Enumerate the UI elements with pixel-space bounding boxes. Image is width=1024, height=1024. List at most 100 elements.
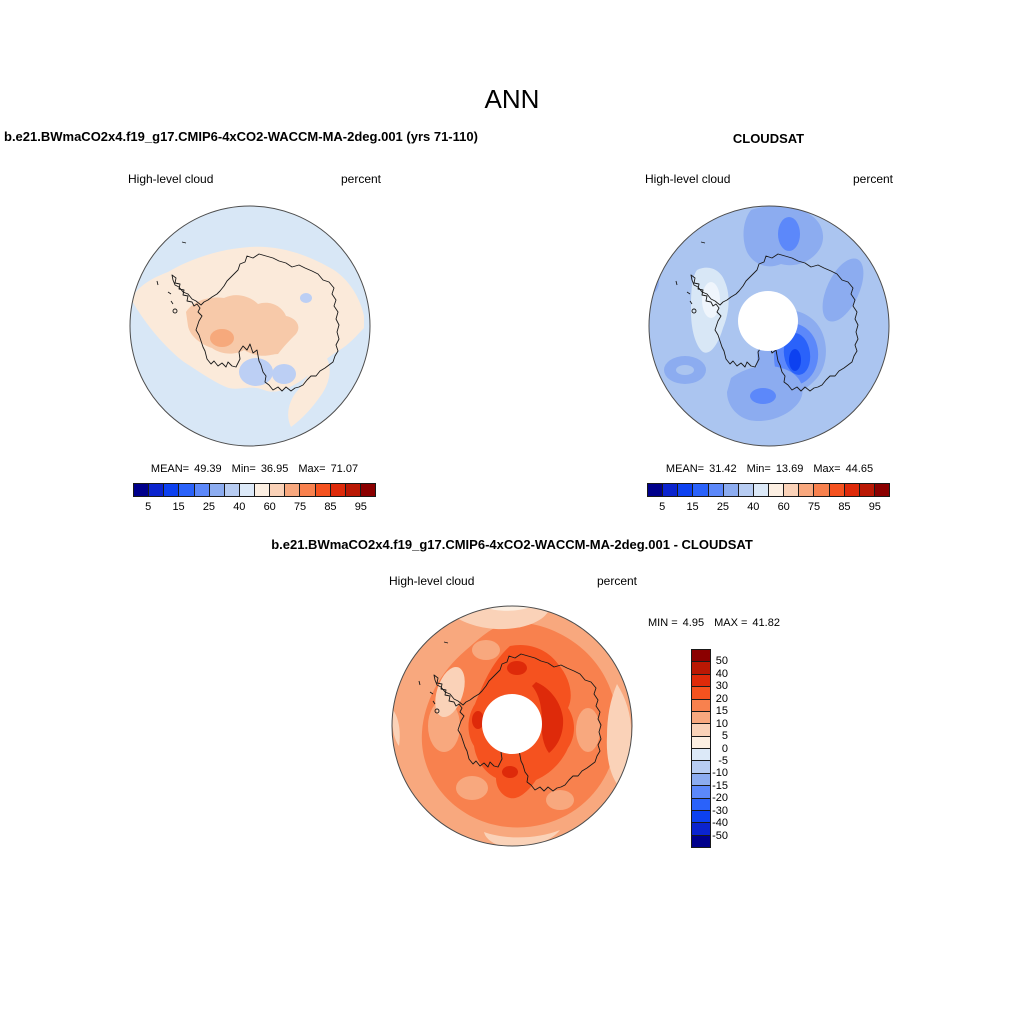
colorbar-boundary-label: 0 [721,742,728,755]
colorbar-cell [859,484,875,496]
diff-subtitle-row: High-level cloud percent [389,574,637,588]
colorbar-boundary-label: -30 [712,804,728,817]
colorbar-boundary-label: -20 [712,792,728,805]
diff-units-label: percent [596,574,637,588]
colorbar-cell [829,484,845,496]
diff-colorbar-labels: 50 40 30 20 15 10 5 0 -5 -10 -15 -20 -30 -40 -50 [691,649,728,848]
colorbar-cell [692,650,710,663]
obs-mean-label: MEAN= [665,463,705,475]
colorbar-boundary-label: 10 [715,717,728,730]
colorbar-cell [360,484,375,496]
obs-panel-title: CLOUDSAT [732,131,805,146]
colorbar-cell [315,484,331,496]
obs-map-border [648,205,890,447]
obs-mean-value: 31.42 [709,463,737,475]
colorbar-boundary-label: 50 [715,655,728,668]
colorbar-cell [134,484,150,496]
colorbar-cell [692,724,710,737]
colorbar-boundary-label: -50 [712,829,728,842]
diff-min-label: MIN = [648,617,678,629]
pole-data-gap [738,291,798,351]
colorbar-cell [648,484,664,496]
obs-stats: MEAN= 31.42 Min= 13.69 Max= 44.65 [643,463,896,475]
colorbar-tick-label: 25 [716,501,730,513]
colorbar-cell [330,484,346,496]
colorbar-cell [209,484,225,496]
diff-min-value: 4.95 [682,617,705,629]
colorbar-boundary-label: 20 [715,692,728,705]
colorbar-tick-label: 60 [777,501,790,513]
model-colorbar-ticks: 5 15 25 40 60 75 85 95 [133,501,376,514]
colorbar-boundary-label: 15 [715,705,728,718]
model-panel-title: b.e21.BWmaCO2x4.f19_g17.CMIP6-4xCO2-WACC… [4,129,478,144]
obs-contour-fills [649,206,864,422]
colorbar-tick-label: 85 [324,501,337,513]
model-max-label: Max= [298,463,326,475]
obs-max-label: Max= [813,463,841,475]
colorbar-tick-label: 15 [686,501,699,513]
colorbar-cell [678,484,694,496]
colorbar-cell [692,810,710,824]
colorbar-cell [194,484,210,496]
colorbar-cell [723,484,739,496]
colorbar-cell [224,484,240,496]
obs-max-value: 44.65 [845,463,874,475]
colorbar-cell [738,484,754,496]
colorbar-tick-label: 40 [747,501,760,513]
model-field-label: High-level cloud [128,172,214,186]
diff-stats: MIN = 4.95 MAX = 41.82 [648,617,780,629]
obs-min-label: Min= [746,463,771,475]
diff-colorbar [691,649,711,848]
colorbar-cell [692,662,710,675]
obs-subtitle-row: High-level cloud percent [645,172,893,186]
figure-title: ANN [484,84,540,114]
colorbar-cell [692,674,710,688]
antarctica-coastline [675,241,859,392]
colorbar-cell [814,484,830,496]
colorbar-cell [692,761,710,774]
colorbar-cell [753,484,769,496]
model-stats: MEAN= 49.39 Min= 36.95 Max= 71.07 [128,463,381,475]
model-colorbar [133,483,376,497]
antarctica-coastline [156,241,340,392]
obs-units-label: percent [852,172,893,186]
obs-map [648,205,890,447]
obs-min-value: 13.69 [775,463,804,475]
model-contour-fills [131,241,364,427]
model-max-value: 71.07 [330,463,359,475]
colorbar-tick-label: 95 [868,501,881,513]
colorbar-tick-label: 75 [293,501,307,513]
colorbar-tick-label: 25 [202,501,216,513]
diff-panel-title: b.e21.BWmaCO2x4.f19_g17.CMIP6-4xCO2-WACC… [271,537,753,552]
model-min-value: 36.95 [260,463,289,475]
colorbar-cell [692,736,710,749]
colorbar-cell [345,484,361,496]
colorbar-boundary-label: 5 [721,730,728,743]
colorbar-cell [693,484,709,496]
colorbar-cell [164,484,180,496]
diff-max-label: MAX = [714,617,748,629]
colorbar-boundary-label: -40 [712,817,728,830]
antarctica-coastline [418,641,602,792]
colorbar-cell [255,484,271,496]
colorbar-boundary-label: -5 [718,754,728,767]
model-min-label: Min= [231,463,256,475]
diff-field-label: High-level cloud [389,574,475,588]
colorbar-cell [270,484,286,496]
colorbar-cell [663,484,679,496]
model-map [129,205,371,447]
colorbar-cell [769,484,785,496]
colorbar-boundary-label: 40 [715,667,728,680]
colorbar-cell [692,711,710,725]
model-subtitle-row: High-level cloud percent [128,172,381,186]
model-mean-value: 49.39 [194,463,222,475]
colorbar-cell [784,484,800,496]
colorbar-cell [692,773,710,787]
obs-field-label: High-level cloud [645,172,731,186]
colorbar-boundary-label: 30 [715,680,728,693]
colorbar-cell [179,484,195,496]
model-map-border [129,205,371,447]
colorbar-cell [874,484,889,496]
colorbar-cell [692,687,710,700]
